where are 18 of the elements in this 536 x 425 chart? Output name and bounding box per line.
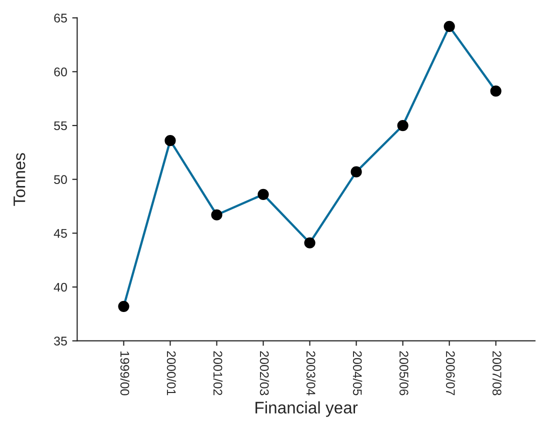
- x-tick-label: 2003/04: [306, 351, 316, 396]
- y-tick-label: 65: [54, 14, 67, 22]
- y-tick-label: 40: [54, 282, 67, 292]
- y-tick-label: 50: [54, 175, 67, 184]
- x-tick-label: 2004/05: [352, 351, 362, 396]
- y-axis-title: Tonnes: [14, 153, 26, 206]
- x-tick-label: 2001/02: [213, 351, 223, 396]
- x-tick-label: 1999/00: [120, 352, 130, 396]
- x-tick-label: 2000/01: [166, 351, 176, 396]
- x-tick-label: 2007/08: [492, 351, 502, 396]
- y-tick-label: 35: [54, 336, 67, 346]
- x-axis-title: Financial year: [256, 401, 358, 417]
- y-tick-label: 45: [54, 229, 67, 238]
- x-tick-label: 2002/03: [260, 351, 270, 396]
- y-tick-label: 60: [54, 67, 67, 76]
- y-tick-label: 55: [54, 121, 67, 130]
- x-tick-label: 2005/06: [399, 351, 409, 396]
- x-tick-label: 2006/07: [446, 351, 456, 396]
